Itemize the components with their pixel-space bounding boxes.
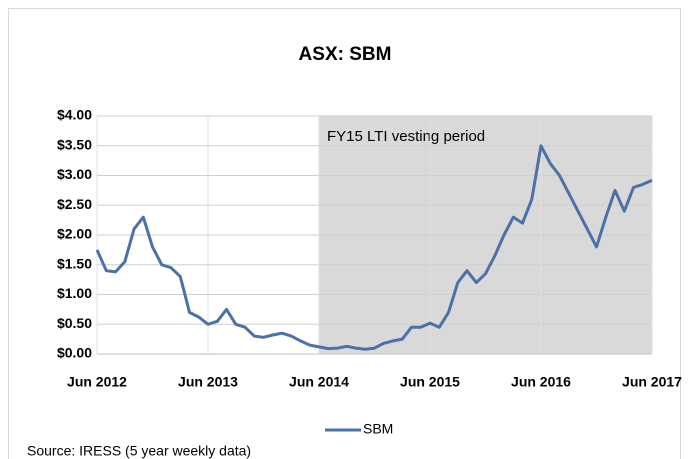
y-tick-label: $0.50	[57, 315, 92, 331]
y-tick-label: $3.50	[57, 136, 92, 152]
source-note: Source: IRESS (5 year weekly data)	[27, 443, 251, 459]
y-tick-label: $0.00	[57, 345, 92, 361]
region-label: FY15 LTI vesting period	[327, 128, 485, 145]
x-tick-label: Jun 2012	[67, 374, 127, 390]
y-tick-label: $3.00	[57, 166, 92, 182]
y-tick-label: $4.00	[57, 107, 92, 123]
y-tick-label: $2.50	[57, 196, 92, 212]
x-tick-label: Jun 2013	[178, 374, 238, 390]
chart-title: ASX: SBM	[299, 44, 392, 65]
x-tick-label: Jun 2017	[622, 374, 682, 390]
y-tick-label: $1.00	[57, 285, 92, 301]
y-tick-label: $1.50	[57, 255, 92, 271]
y-tick-label: $2.00	[57, 226, 92, 242]
series-line	[95, 144, 653, 351]
x-tick-label: Jun 2015	[400, 374, 460, 390]
x-tick-label: Jun 2014	[289, 374, 349, 390]
plot-area: FY15 LTI vesting period $0.00 $0.50 $1.00 $1…	[57, 107, 682, 437]
x-tick-label: Jun 2016	[511, 374, 571, 390]
legend-label: SBM	[363, 421, 393, 437]
